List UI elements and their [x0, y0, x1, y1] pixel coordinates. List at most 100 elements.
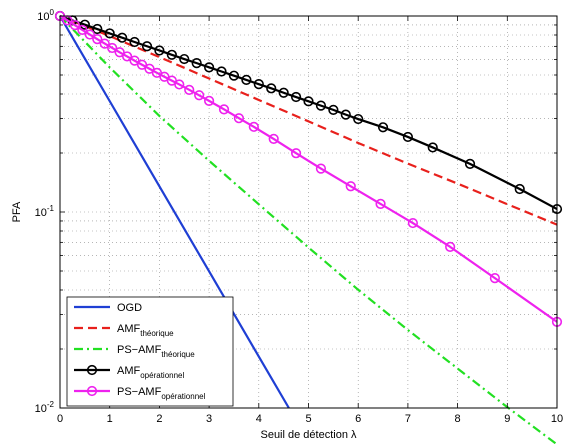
y-tick-label: 10-2 [35, 400, 55, 415]
series-point-3 [129, 36, 140, 48]
x-tick-label: 2 [156, 413, 162, 425]
series-point-3 [104, 28, 115, 39]
legend-series-subscript: opérationnel [140, 371, 184, 380]
series-point-4 [445, 241, 456, 252]
series-point-4 [407, 217, 418, 229]
y-tick-exponent: 0 [50, 8, 55, 17]
series-point-4 [92, 34, 103, 45]
series-point-4 [345, 181, 356, 192]
x-tick-label: 0 [57, 413, 63, 425]
x-tick-label: 6 [355, 413, 361, 425]
series-point-3 [402, 131, 414, 143]
series-point-4 [489, 272, 500, 284]
series-point-4 [129, 55, 140, 66]
series-point-3 [204, 62, 215, 73]
series-point-4 [194, 90, 205, 101]
series-point-4 [136, 59, 148, 70]
y-tick-exponent: -2 [47, 400, 55, 409]
series-point-4 [184, 84, 195, 95]
series-point-3 [290, 91, 302, 103]
series-point-4 [107, 42, 118, 54]
grid [60, 16, 557, 408]
legend-label-1: AMFthéorique [117, 323, 174, 338]
legend-series-name: OGD [117, 302, 142, 314]
legend-series-subscript: opérationnel [161, 392, 205, 401]
series-point-3 [278, 87, 289, 98]
x-tick-label: 8 [455, 413, 461, 425]
series-line-2 [59, 15, 558, 444]
series-point-3 [353, 113, 364, 125]
x-tick-label: 7 [405, 413, 411, 425]
series-line-3 [59, 14, 558, 211]
series-point-4 [77, 24, 88, 36]
series-point-3 [179, 53, 190, 65]
series-point-4 [268, 133, 279, 145]
legend-label-4: PS−AMFopérationnel [117, 386, 206, 401]
series-point-4 [375, 198, 386, 209]
legend-label-2: PS−AMFthéorique [117, 344, 195, 359]
y-tick-base: 10 [37, 11, 49, 23]
y-tick-exponent: -1 [47, 204, 55, 213]
legend-label-0: OGD [117, 302, 142, 314]
series-point-3 [340, 109, 351, 120]
series-layer [54, 10, 563, 444]
series-point-4 [315, 163, 327, 174]
series-point-4 [218, 104, 230, 115]
x-tick-label: 4 [256, 413, 262, 425]
series-point-4 [204, 95, 215, 106]
series-point-3 [79, 19, 90, 30]
legend-label-3: AMFopérationnel [117, 365, 184, 380]
series-point-3 [241, 74, 252, 86]
legend-series-name: PS−AMF [117, 344, 162, 356]
legend-series-name: AMF [117, 365, 141, 377]
y-tick-label: 10-1 [35, 204, 55, 219]
series-point-3 [154, 45, 165, 56]
series-point-3 [191, 58, 202, 69]
series-point-3 [464, 158, 476, 169]
series-point-3 [216, 66, 227, 77]
series-point-4 [290, 148, 302, 159]
series-point-3 [166, 49, 177, 60]
legend-marker-3 [86, 364, 98, 376]
series-line-0 [59, 15, 290, 409]
series-point-3 [315, 100, 327, 111]
legend-marker-4 [86, 385, 98, 397]
series-point-4 [174, 79, 185, 90]
series-point-4 [248, 121, 259, 132]
x-tick-label: 9 [504, 413, 510, 425]
series-point-4 [233, 113, 245, 124]
series-point-3 [141, 41, 153, 52]
series-point-3 [303, 96, 314, 107]
series-point-4 [84, 29, 95, 40]
y-tick-base: 10 [35, 403, 47, 415]
series-point-3 [228, 70, 240, 81]
series-point-4 [114, 47, 125, 58]
series-point-3 [92, 23, 103, 35]
series-point-3 [328, 104, 339, 115]
legend: OGDAMFthéoriquePS−AMFthéoriqueAMFopérati… [66, 296, 234, 407]
x-tick-label: 3 [206, 413, 212, 425]
series-point-3 [266, 83, 277, 94]
x-tick-label: 5 [305, 413, 311, 425]
y-tick-base: 10 [35, 207, 47, 219]
series-point-3 [117, 32, 128, 43]
x-tick-label: 10 [551, 413, 563, 425]
y-axis-label: PFA [11, 201, 23, 222]
series-point-4 [69, 20, 81, 31]
legend-series-name: PS−AMF [117, 386, 162, 398]
series-point-3 [253, 79, 264, 90]
series-point-3 [377, 122, 389, 133]
y-tick-label: 100 [37, 8, 54, 23]
series-line-1 [59, 14, 558, 226]
series-point-4 [144, 63, 155, 74]
legend-series-name: AMF [117, 323, 141, 335]
series-point-4 [99, 38, 110, 49]
series-point-3 [427, 142, 438, 153]
x-tick-label: 1 [107, 413, 113, 425]
legend-series-subscript: théorique [140, 329, 174, 338]
x-axis-label: Seuil de détection λ [260, 429, 357, 441]
series-point-3 [514, 183, 525, 195]
legend-series-subscript: théorique [161, 350, 195, 359]
